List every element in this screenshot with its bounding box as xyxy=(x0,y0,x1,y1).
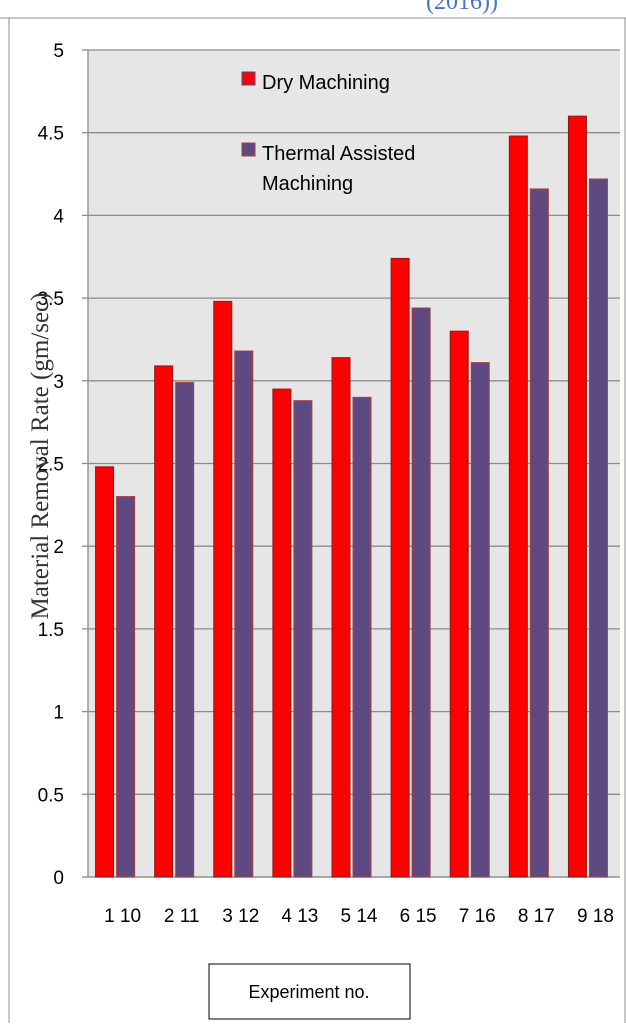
legend-label-dry-machining: Dry Machining xyxy=(262,72,390,94)
bar-dry-3 xyxy=(213,300,233,878)
x-axis-label-box: Experiment no. xyxy=(208,963,411,1020)
x-tick-label-6: 6 15 xyxy=(400,906,437,927)
legend-swatch-thermal-assisted xyxy=(241,142,256,157)
bar-dry-2 xyxy=(154,365,174,878)
bar-thermal-1 xyxy=(116,496,136,878)
bar-dry-7 xyxy=(449,330,469,878)
legend-label-thermal-assisted-line-1: Thermal Assisted xyxy=(262,143,415,165)
bar-dry-8 xyxy=(508,135,528,878)
bar-thermal-6 xyxy=(411,307,431,878)
y-tick-label-9: 4.5 xyxy=(38,124,64,145)
x-tick-label-9: 9 18 xyxy=(577,906,614,927)
x-tick-label-4: 4 13 xyxy=(281,906,318,927)
bar-dry-1 xyxy=(95,466,115,878)
legend-label-thermal-assisted-line-2: Machining xyxy=(262,173,353,195)
bar-dry-9 xyxy=(567,115,587,878)
x-axis-label-box-rect xyxy=(208,963,411,1020)
bar-dry-4 xyxy=(272,388,292,878)
y-tick-label-4: 2 xyxy=(53,537,64,558)
x-tick-label-3: 3 12 xyxy=(222,906,259,927)
legend-label-thermal-assisted: Thermal Assisted Machining xyxy=(262,143,421,195)
x-tick-label-5: 5 14 xyxy=(341,906,378,927)
bar-thermal-4 xyxy=(293,400,313,878)
bar-dry-6 xyxy=(390,257,410,878)
y-tick-label-2: 1 xyxy=(53,703,64,724)
legend-swatch-dry-machining xyxy=(241,71,256,86)
bar-thermal-9 xyxy=(588,178,608,878)
y-tick-label-6: 3 xyxy=(53,372,64,393)
bar-thermal-2 xyxy=(175,381,195,878)
x-tick-label-1: 1 10 xyxy=(104,906,141,927)
y-tick-label-1: 0.5 xyxy=(38,785,64,806)
bar-dry-5 xyxy=(331,357,351,878)
y-tick-label-10: 5 xyxy=(53,41,64,62)
x-tick-label-2: 2 11 xyxy=(164,906,200,927)
bar-thermal-3 xyxy=(234,350,254,878)
x-tick-label-7: 7 16 xyxy=(459,906,496,927)
plot-layer: 0 0.5 1 1.5 2 2.5 3 3.5 4 4.5 5 1 10 2 11 3 12 4 13 5 1… xyxy=(38,41,620,927)
x-axis-label: Experiment no. xyxy=(248,982,369,1002)
top-fragment: (2016)) xyxy=(426,0,498,15)
y-tick-label-7: 3.5 xyxy=(38,289,64,310)
legend: Dry Machining Thermal Assisted Machining xyxy=(241,71,421,195)
y-tick-label-0: 0 xyxy=(53,868,64,889)
y-axis-label: Material Removal Rate (gm/sec) xyxy=(27,293,54,620)
x-tick-label-8: 8 17 xyxy=(518,906,555,927)
y-tick-label-8: 4 xyxy=(53,206,64,227)
bar-thermal-7 xyxy=(470,362,490,878)
bar-thermal-5 xyxy=(352,396,372,878)
y-tick-label-5: 2.5 xyxy=(38,455,64,476)
bar-thermal-8 xyxy=(529,188,549,878)
y-tick-label-3: 1.5 xyxy=(38,620,64,641)
